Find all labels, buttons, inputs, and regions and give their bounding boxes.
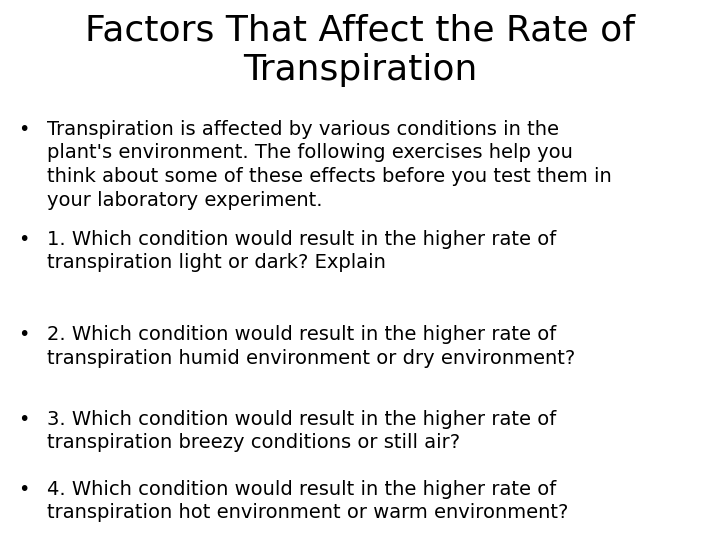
Text: 3. Which condition would result in the higher rate of
transpiration breezy condi: 3. Which condition would result in the h… xyxy=(47,410,556,453)
Text: •: • xyxy=(18,325,30,344)
Text: •: • xyxy=(18,410,30,429)
Text: Transpiration is affected by various conditions in the
plant's environment. The : Transpiration is affected by various con… xyxy=(47,120,611,210)
Text: 1. Which condition would result in the higher rate of
transpiration light or dar: 1. Which condition would result in the h… xyxy=(47,230,556,273)
Text: Factors That Affect the Rate of
Transpiration: Factors That Affect the Rate of Transpir… xyxy=(85,14,635,87)
Text: 4. Which condition would result in the higher rate of
transpiration hot environm: 4. Which condition would result in the h… xyxy=(47,480,568,523)
Text: •: • xyxy=(18,480,30,499)
Text: •: • xyxy=(18,230,30,249)
Text: •: • xyxy=(18,120,30,139)
Text: 2. Which condition would result in the higher rate of
transpiration humid enviro: 2. Which condition would result in the h… xyxy=(47,325,575,368)
